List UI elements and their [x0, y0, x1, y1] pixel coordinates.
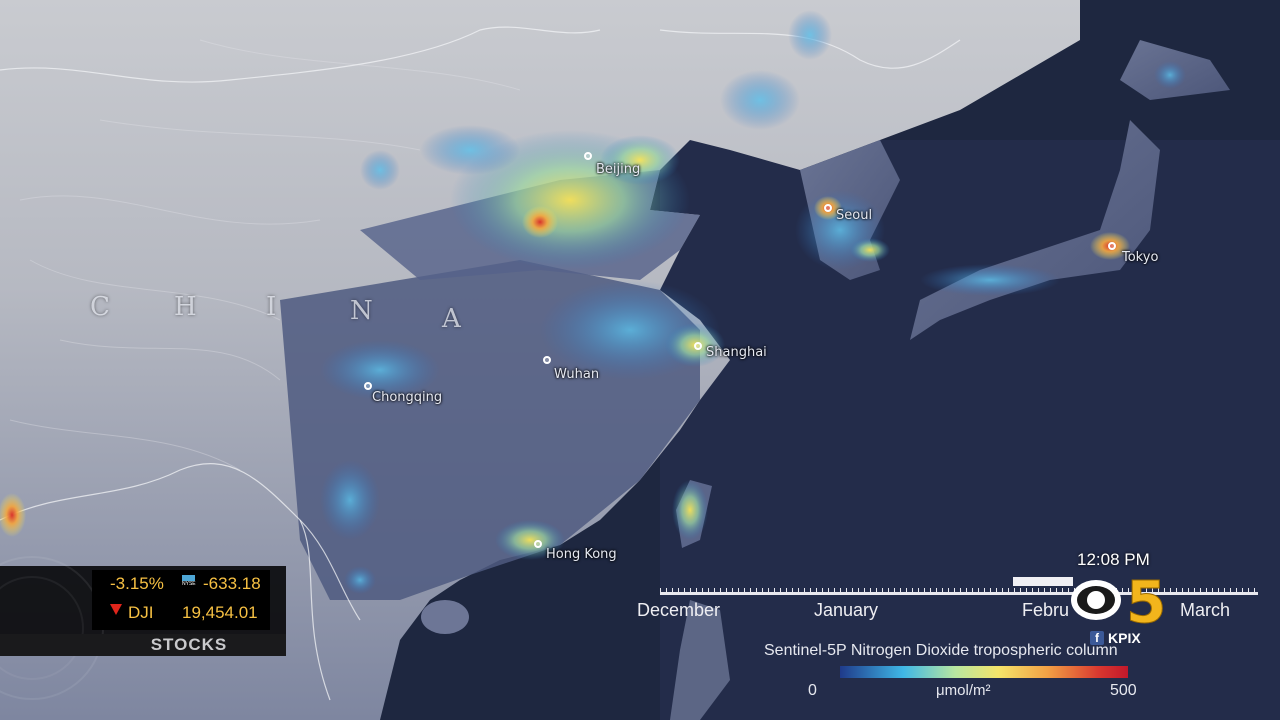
station-call-sign: KPIX [1108, 630, 1141, 646]
timeline-month-december: December [637, 600, 721, 620]
city-marker-beijing [584, 152, 592, 160]
timeline-month-february: Febru [1022, 600, 1070, 620]
ticker-decoration-inner [0, 576, 84, 680]
country-label-letter-n: N [350, 296, 373, 326]
legend-unit: μmol/m² [936, 682, 991, 699]
ticker-index-value: 19,454.01 [182, 603, 258, 622]
city-marker-wuhan [543, 356, 551, 364]
stocks-ticker: -3.15% NYSE -633.18 DJI 19,454.01 STOCKS [0, 556, 286, 700]
legend-max: 500 [1110, 682, 1137, 699]
ticker-caption: STOCKS [0, 634, 286, 656]
country-label-letter-i: I [266, 292, 277, 322]
timeline-month-january: January [814, 600, 879, 620]
ticker-point-change: -633.18 [203, 574, 261, 593]
country-label-letter-a: A [442, 304, 461, 334]
ticker-values-box [92, 570, 270, 630]
timeline-ticks [660, 588, 1258, 593]
city-marker-shanghai [694, 342, 702, 350]
down-arrow-icon [110, 604, 122, 615]
city-label-seoul: Seoul [836, 208, 873, 223]
country-label-letter-h: H [174, 292, 197, 322]
city-label-chongqing: Chongqing [372, 390, 443, 405]
city-label-shanghai: Shanghai [706, 345, 767, 360]
city-label-wuhan: Wuhan [554, 367, 600, 382]
city-label-beijing: Beijing [596, 162, 641, 177]
timeline-progress-marker [1013, 577, 1073, 586]
city-marker-tokyo [1108, 242, 1116, 250]
clock: 12:08 PM [1077, 550, 1150, 569]
city-marker-chongqing [364, 382, 372, 390]
timeline-month-march: March [1180, 600, 1231, 620]
timeline-track [660, 592, 1258, 595]
cbs-eye-logo: 5 [1071, 570, 1167, 630]
nyse-icon: NYSE [182, 575, 196, 588]
city-label-hong-kong: Hong Kong [546, 547, 617, 562]
legend-color-bar [840, 666, 1128, 678]
legend-min: 0 [808, 682, 817, 699]
logo-channel-number: 5 [1126, 570, 1166, 630]
legend-title: Sentinel-5P Nitrogen Dioxide tropospheri… [764, 642, 1118, 659]
ticker-percent-change: -3.15% [110, 574, 164, 593]
city-marker-seoul [824, 204, 832, 212]
city-marker-hong-kong [534, 540, 542, 548]
city-label-tokyo: Tokyo [1122, 250, 1159, 265]
country-label-letter-c: C [90, 292, 110, 322]
station-social: f KPIX [1090, 630, 1141, 646]
ticker-index-name: DJI [128, 603, 154, 622]
facebook-icon: f [1090, 631, 1104, 645]
